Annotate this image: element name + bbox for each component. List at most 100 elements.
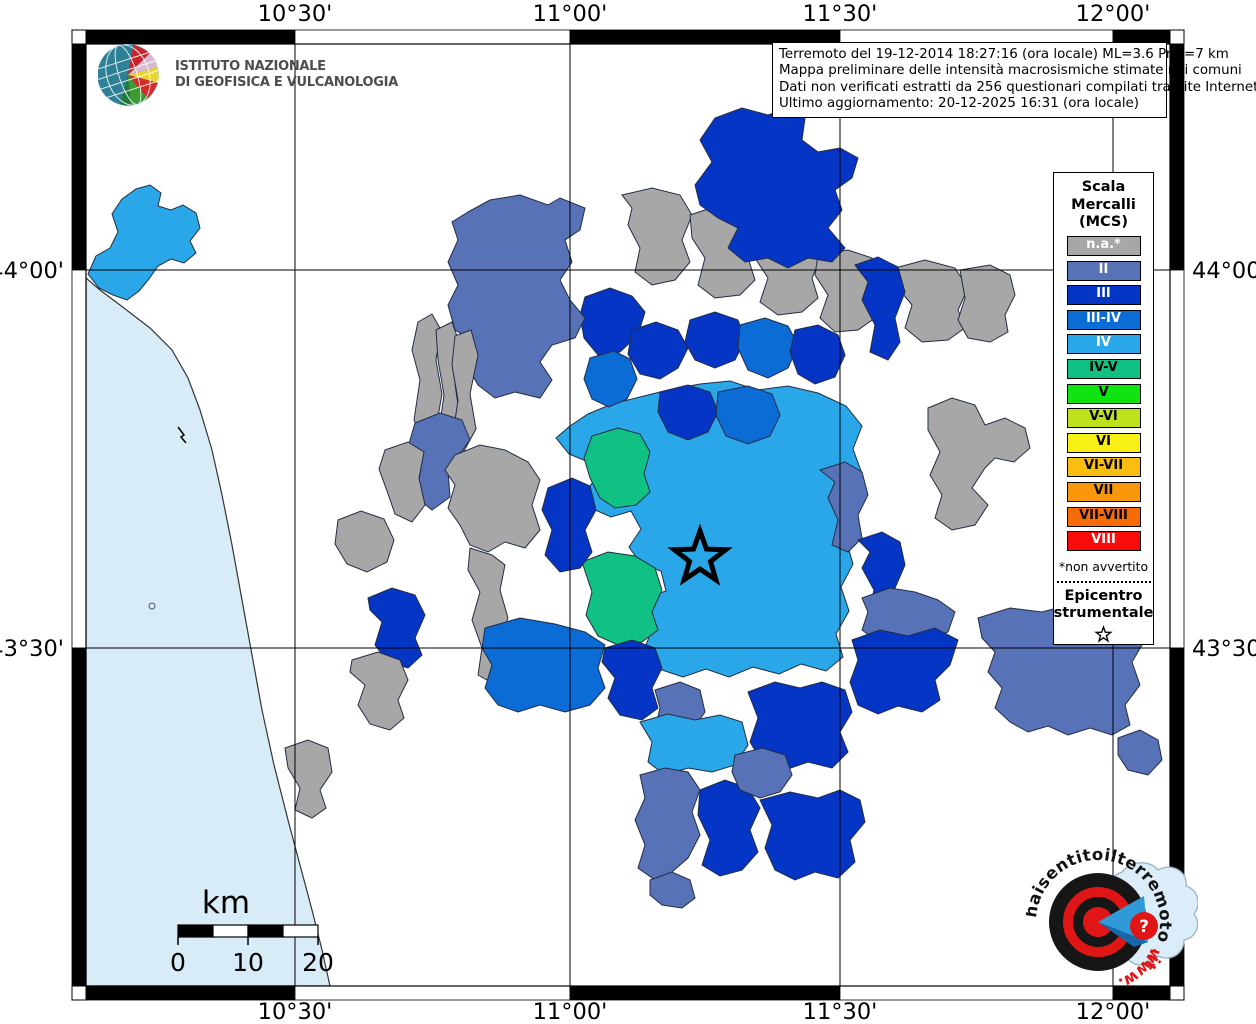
legend-swatch-iii: III [1066,285,1141,306]
comune-region-III [854,256,906,361]
comune-region-na [349,651,409,731]
comune-region-III [627,321,689,380]
legend-swatch-na: n.a.* [1066,236,1141,257]
frame-corner [71,985,87,1001]
legend-swatch-vvi: V-VI [1066,408,1141,429]
event-info-box: Terremoto del 19-12-2014 18:27:16 (ora l… [772,42,1256,118]
haisentito-logo-icon: ? haisentitoilterremoto .it www. [1021,845,1199,994]
lon-label-top: 10°30' [258,1,333,27]
mercalli-legend: Scala Mercalli (MCS) n.a.* II III III-IV IV I… [1053,172,1154,645]
scale-tick-label: 10 [232,948,264,977]
ingv-line1: ISTITUTO NAZIONALE [175,59,326,74]
frame-corner [71,29,87,45]
legend-title-line3: (MCS) [1078,214,1129,230]
comune-region-II [634,767,701,881]
legend-swatch-viiviii: VII-VIII [1066,506,1141,527]
comune-region-na [334,510,395,573]
lat-label-left: 44°00' [0,258,64,284]
comune-region-IV-V [581,551,663,646]
event-info-line1: Terremoto del 19-12-2014 18:27:16 (ora l… [779,47,1229,62]
legend-title: Scala Mercalli (MCS) [1071,179,1136,232]
comune-region-III [849,627,959,715]
comune-region-na [621,187,693,286]
comune-region-III-IV [481,617,606,713]
lon-label-bottom: 10°30' [258,999,333,1024]
legend-swatch-vivii: VI-VII [1066,457,1141,478]
comune-region-na [378,441,426,523]
lon-label-bottom: 11°30' [803,999,878,1024]
comune-region-na [284,739,333,819]
scale-unit: km [202,885,250,921]
comune-region-IV [639,713,749,776]
lon-label-top: 11°00' [533,1,608,27]
logo-question-mark: ? [1139,917,1149,937]
comune-region-II [1117,729,1163,776]
lon-label-bottom: 11°00' [533,999,608,1024]
comune-region-na [957,264,1016,343]
comune-region-III [541,477,597,573]
legend-epicenter-line2: strumentale [1053,605,1154,622]
frame-corner [1169,985,1185,1001]
comune-region-IV [87,184,201,301]
comune-region-III [601,639,663,721]
comune-region-III [657,384,719,441]
legend-epicenter-label: Epicentro strumentale [1053,588,1154,622]
ingv-globe-icon [98,43,164,107]
frame-corner [1169,29,1185,45]
legend-swatch-iiiiv: III-IV [1066,309,1141,330]
legend-swatch-vii: VII [1066,482,1141,503]
legend-swatch-iv: IV [1066,334,1141,355]
comune-region-III [694,107,859,269]
legend-swatch-v: V [1066,383,1141,404]
scale-bar: km 0 10 20 [170,885,334,977]
comune-region-III [579,287,646,356]
legend-epicenter-line1: Epicentro [1064,588,1143,605]
map-interior [86,44,1170,986]
comune-region-III [759,789,866,881]
lat-label-right: 44°00' [1192,258,1256,284]
event-info-line4: Ultimo aggiornamento: 20-12-2025 16:31 (… [779,96,1140,112]
comune-region-II [447,194,586,399]
comune-region-na [444,444,541,553]
comune-region-II [731,747,793,799]
ingv-line2: DI GEOFISICA E VULCANOLOGIA [175,75,398,90]
scale-tick-label: 20 [302,948,334,977]
comune-region-II [649,871,696,909]
comune-region-III [684,311,746,369]
comune-region-III-IV [715,385,781,445]
ingv-wordmark: ISTITUTO NAZIONALE DI GEOFISICA E VULCAN… [175,59,398,91]
lon-label-top: 12°00' [1076,1,1151,27]
legend-swatch-viii: VIII [1066,531,1141,552]
event-info-line3: Dati non verificati estratti da 256 ques… [779,79,1256,95]
event-info-line2: Mappa preliminare delle intensità macros… [779,63,1242,79]
comune-region-na [927,397,1031,531]
epicenter-star-icon [1094,625,1113,643]
comune-region-IV-V [583,427,651,509]
comune-region-III-IV [583,350,638,408]
legend-title-line1: Scala [1081,179,1126,195]
lat-label-left: 43°30' [0,636,64,662]
comune-region-II [818,461,869,553]
ingv-logo: ISTITUTO NAZIONALE DI GEOFISICA E VULCAN… [98,42,398,108]
scale-tick-label: 0 [170,948,186,977]
islet-circle [148,602,156,610]
comune-region-III-IV [737,317,799,379]
comune-region-III [789,324,846,385]
lon-label-bottom: 12°00' [1076,999,1151,1024]
legend-swatch-ii: II [1066,260,1141,281]
lon-label-top: 11°30' [803,1,878,27]
epicenter-star [667,523,733,586]
comune-region-na [894,259,969,343]
sea-area [86,277,331,986]
legend-entries: n.a.* II III III-IV IV IV-V V V-VI VI VI-VII VII VI… [1066,232,1141,552]
islet-mark [177,426,187,444]
comune-region-III [747,681,853,771]
legend-swatch-ivv: IV-V [1066,359,1141,380]
legend-title-line2: Mercalli [1071,196,1136,213]
haisentito-logo: ? haisentitoilterremoto .it www. [1021,842,1199,1008]
legend-swatch-vi: VI [1066,432,1141,453]
logo-question-badge [1130,912,1158,940]
lat-label-right: 43°30' [1192,636,1256,662]
